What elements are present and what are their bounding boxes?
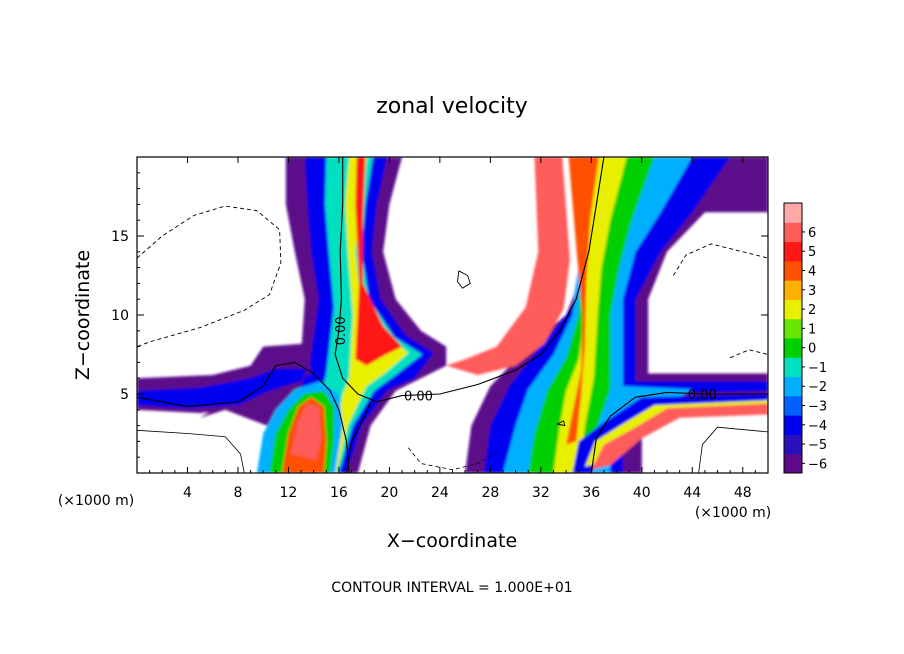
contour-line	[407, 447, 497, 471]
colorbar-swatch	[784, 222, 802, 243]
colorbar-label: 4	[808, 265, 816, 280]
contour-line	[457, 270, 471, 289]
colorbar-swatch	[784, 415, 802, 435]
colorbar-swatch	[784, 260, 802, 281]
colorbar-swatch	[784, 299, 802, 320]
velocity-field	[137, 157, 768, 473]
contour-line	[698, 426, 768, 473]
x-axis-label: X−coordinate	[387, 530, 517, 552]
x-tick-label: 28	[481, 485, 499, 501]
contour-label: 0.00	[334, 316, 349, 345]
field-band	[591, 403, 768, 470]
colorbar-label: −3	[808, 400, 827, 415]
y-tick-label: 15	[111, 229, 129, 245]
colorbar-swatch	[784, 453, 802, 474]
contour-lines	[137, 157, 768, 473]
colorbar-label: 0	[808, 342, 816, 357]
field-band	[291, 403, 322, 461]
colorbar-swatch	[784, 338, 802, 358]
colorbar-label: 2	[808, 303, 816, 318]
colorbar-swatch	[784, 203, 802, 223]
y-tick-label: 5	[120, 387, 129, 403]
x-tick-label: 12	[280, 485, 298, 501]
colorbar-label: −6	[808, 457, 827, 472]
contour-line	[590, 391, 768, 473]
x-unit-right: (×1000 m)	[695, 505, 771, 521]
contour-line	[334, 157, 605, 403]
svg-text:0.00: 0.00	[688, 388, 717, 403]
x-tick-label: 48	[734, 485, 752, 501]
colorbar-swatch	[784, 241, 802, 262]
colorbar-label: 6	[808, 226, 816, 241]
colorbar-label: −4	[808, 419, 827, 434]
colorbar-label: 3	[808, 284, 816, 299]
contour-line	[137, 361, 350, 473]
contour-label: 0.00	[404, 390, 433, 405]
x-tick-label: 24	[431, 485, 449, 501]
chart-title: zonal velocity	[376, 94, 528, 119]
x-tick-label: 32	[532, 485, 550, 501]
colorbar-label: −2	[808, 380, 827, 395]
x-tick-label: 16	[330, 485, 348, 501]
colorbar-swatch	[784, 318, 802, 339]
colorbar-label: 5	[808, 245, 816, 260]
x-tick-label: 40	[633, 485, 651, 501]
colorbar-label: 1	[808, 322, 816, 337]
contour-line	[345, 401, 372, 473]
colorbar-frame	[783, 202, 803, 474]
field-band	[446, 157, 570, 375]
y-axis-label: Z−coordinate	[72, 250, 94, 380]
colorbar-swatch	[784, 376, 802, 397]
field-band	[572, 394, 768, 473]
svg-text:0.00: 0.00	[404, 390, 433, 405]
svg-text:0.00: 0.00	[334, 316, 349, 345]
field-band	[137, 368, 308, 409]
y-tick-label: 10	[111, 308, 129, 324]
contour-interval-note: CONTOUR INTERVAL = 1.000E+01	[331, 580, 572, 596]
colorbar-swatch	[784, 357, 802, 378]
field-band	[553, 157, 627, 473]
field-band	[355, 157, 402, 366]
colorbar-swatch	[784, 434, 802, 455]
x-tick-label: 8	[233, 485, 242, 501]
field-band	[566, 157, 599, 445]
contour-line	[137, 205, 282, 348]
colorbar-label: −1	[808, 361, 827, 376]
x-tick-label: 44	[683, 485, 701, 501]
contour-line	[557, 420, 566, 427]
colorbar-swatch	[784, 280, 802, 300]
colorbar-label: −5	[808, 438, 827, 453]
contour-line	[673, 243, 768, 276]
x-unit-left: (×1000 m)	[58, 493, 134, 509]
x-tick-label: 4	[183, 485, 192, 501]
contour-line	[137, 429, 245, 473]
colorbar: −6 −5 −4 −3 −2 −1 0 1 2 3 4 5 6	[783, 202, 827, 474]
colorbar-swatch	[784, 395, 802, 416]
x-tick-label: 20	[380, 485, 398, 501]
x-tick-label: 36	[582, 485, 600, 501]
contour-labels: 0.00 0.00 0.00	[334, 316, 717, 405]
contour-label: 0.00	[688, 388, 717, 403]
